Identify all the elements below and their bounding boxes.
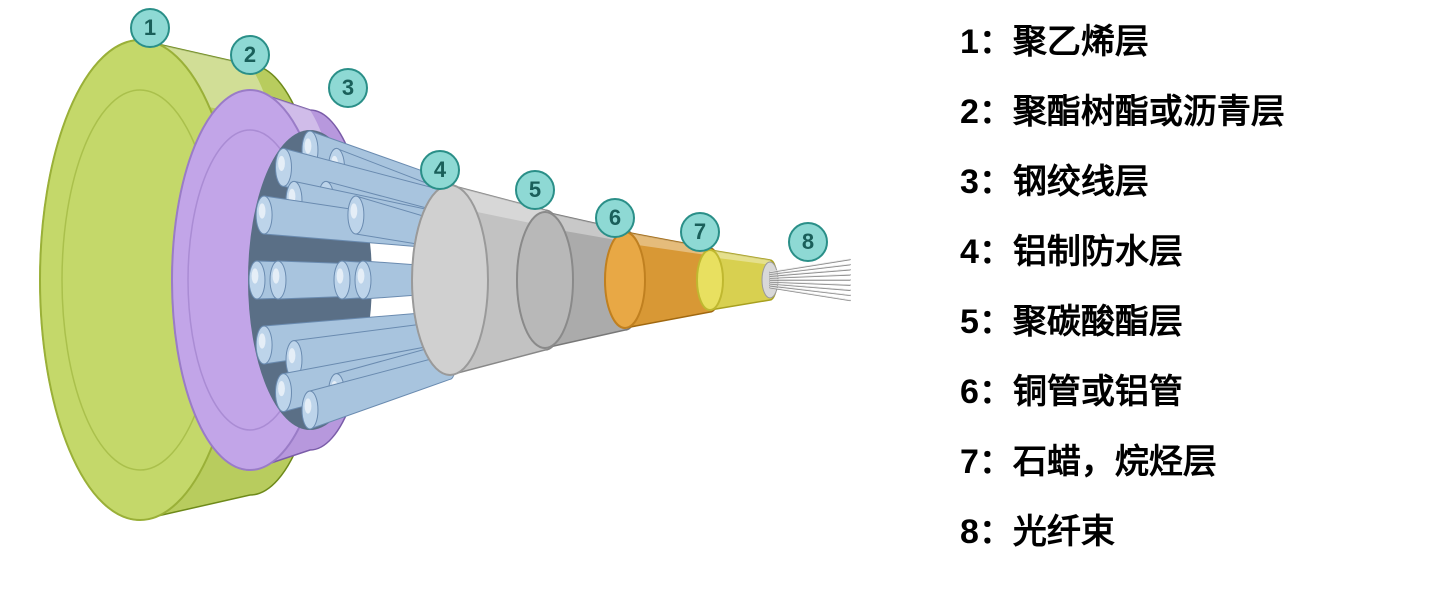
cable-cutaway-diagram (0, 0, 900, 600)
legend-label: 钢绞线层 (1013, 163, 1149, 201)
marker-5: 5 (515, 170, 555, 210)
legend-item-5: 5：聚碳酸酯层 (960, 305, 1380, 339)
legend-label: 聚乙烯层 (1013, 23, 1149, 61)
legend-item-7: 7：石蜡，烷烃层 (960, 445, 1380, 479)
legend-label: 光纤束 (1013, 513, 1115, 551)
marker-8: 8 (788, 222, 828, 262)
legend-num: 8 (960, 513, 979, 551)
legend-label: 聚碳酸酯层 (1013, 303, 1183, 341)
legend-item-8: 8：光纤束 (960, 515, 1380, 549)
legend: 1：聚乙烯层 2：聚酯树酯或沥青层 3：钢绞线层 4：铝制防水层 5：聚碳酸酯层… (960, 25, 1380, 585)
marker-4: 4 (420, 150, 460, 190)
legend-label: 铝制防水层 (1013, 233, 1183, 271)
legend-item-2: 2：聚酯树酯或沥青层 (960, 95, 1380, 129)
legend-num: 7 (960, 443, 979, 481)
legend-item-6: 6：铜管或铝管 (960, 375, 1380, 409)
legend-num: 4 (960, 233, 979, 271)
legend-item-4: 4：铝制防水层 (960, 235, 1380, 269)
marker-6: 6 (595, 198, 635, 238)
legend-label: 铜管或铝管 (1013, 373, 1183, 411)
legend-num: 5 (960, 303, 979, 341)
legend-label: 石蜡，烷烃层 (1013, 443, 1217, 481)
legend-item-3: 3：钢绞线层 (960, 165, 1380, 199)
legend-num: 2 (960, 93, 979, 131)
legend-label: 聚酯树酯或沥青层 (1013, 93, 1285, 131)
marker-3: 3 (328, 68, 368, 108)
legend-num: 3 (960, 163, 979, 201)
legend-item-1: 1：聚乙烯层 (960, 25, 1380, 59)
legend-num: 6 (960, 373, 979, 411)
legend-num: 1 (960, 23, 979, 61)
marker-7: 7 (680, 212, 720, 252)
marker-1: 1 (130, 8, 170, 48)
marker-2: 2 (230, 35, 270, 75)
